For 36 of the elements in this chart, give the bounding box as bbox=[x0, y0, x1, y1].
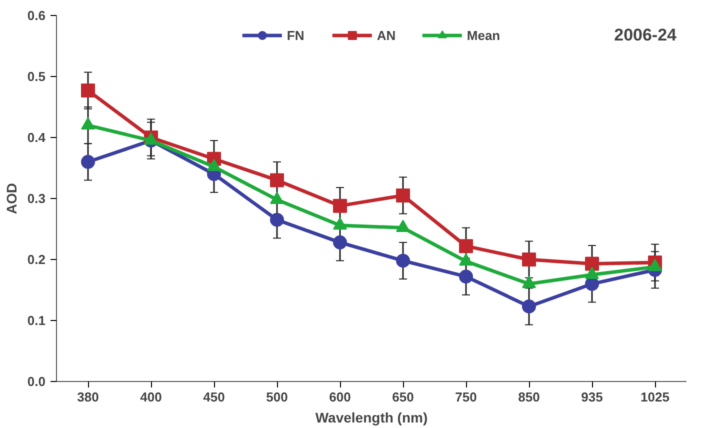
point bbox=[270, 212, 284, 227]
y-tick-label: 0.4 bbox=[27, 130, 46, 145]
x-axis-title: Wavelength (nm) bbox=[315, 410, 428, 426]
point bbox=[585, 256, 599, 271]
point bbox=[459, 270, 473, 284]
x-tick-label: 1025 bbox=[640, 390, 670, 404]
x-tick-label: 450 bbox=[203, 390, 225, 404]
point bbox=[396, 254, 410, 268]
annotation: 2006-24 bbox=[614, 26, 678, 44]
point bbox=[333, 198, 347, 213]
y-tick-label: 0.3 bbox=[27, 191, 46, 206]
point bbox=[270, 173, 284, 188]
y-tick-label: 0.2 bbox=[27, 252, 46, 267]
y-tick-label: 0.1 bbox=[27, 313, 46, 328]
y-tick-label: 0.5 bbox=[27, 69, 46, 84]
point bbox=[81, 84, 95, 98]
point bbox=[522, 252, 536, 266]
point bbox=[81, 154, 95, 169]
x-tick-label: 380 bbox=[77, 390, 99, 404]
x-tick-label: 850 bbox=[518, 390, 540, 404]
point bbox=[459, 239, 473, 254]
legend-label: AN bbox=[376, 28, 397, 42]
y-axis-title: AOD bbox=[3, 182, 20, 214]
legend-label: Mean bbox=[466, 28, 500, 42]
point bbox=[396, 188, 410, 202]
x-tick-label: 600 bbox=[329, 390, 351, 404]
x-tick-label: 400 bbox=[140, 390, 162, 404]
legend-label: FN bbox=[286, 28, 306, 42]
y-tick-label: 0.0 bbox=[27, 374, 46, 389]
x-tick-label: 935 bbox=[581, 390, 603, 404]
point bbox=[522, 299, 536, 314]
point bbox=[333, 235, 347, 250]
x-tick-label: 500 bbox=[266, 390, 288, 404]
x-tick-label: 650 bbox=[392, 390, 414, 404]
x-tick-label: 750 bbox=[455, 390, 477, 404]
y-tick-label: 0.6 bbox=[27, 8, 46, 23]
